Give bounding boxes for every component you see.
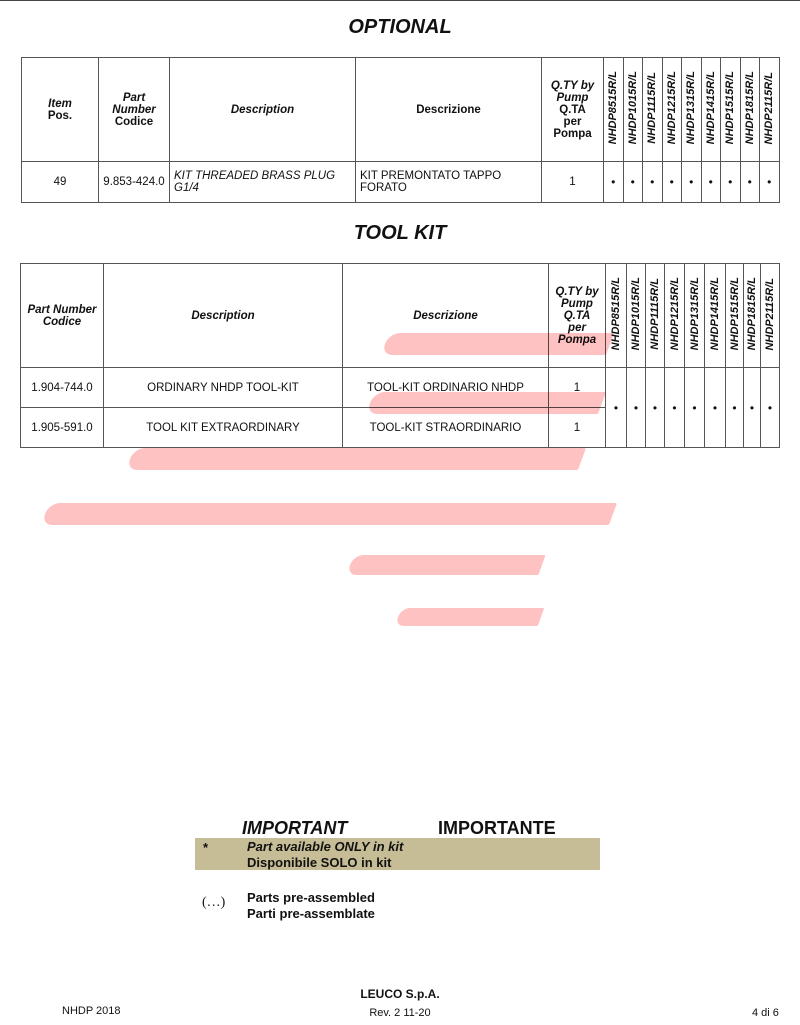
- asterisk-symbol: *: [203, 840, 209, 855]
- optional-header-row: Item Pos. Part Number Codice Description De…: [21, 57, 780, 162]
- header-model: NHDP1815R/L: [743, 263, 761, 368]
- header-item: Item Pos.: [21, 57, 99, 162]
- model-mark: •: [725, 367, 744, 448]
- header-descrizione: Descrizione: [355, 57, 542, 162]
- header-model: NHDP1515R/L: [720, 57, 741, 162]
- header-model: NHDP8515R/L: [603, 57, 624, 162]
- important-title-en: IMPORTANT: [242, 818, 348, 838]
- header-model: NHDP1515R/L: [725, 263, 744, 368]
- header-model: NHDP1815R/L: [739, 57, 760, 162]
- section-title-tool-kit: TOOL KIT: [353, 222, 447, 244]
- model-mark: •: [664, 367, 685, 448]
- model-mark: •: [681, 161, 702, 203]
- header-model: NHDP1315R/L: [684, 263, 705, 368]
- description: TOOL KIT EXTRAORDINARY: [103, 407, 343, 448]
- part-number: 1.904-744.0: [20, 367, 104, 408]
- description: ORDINARY NHDP TOOL-KIT: [103, 367, 343, 408]
- header-description: Description: [169, 57, 356, 162]
- important-title-it: IMPORTANTE: [438, 818, 556, 838]
- pre-assembled-symbol: (…): [202, 895, 226, 910]
- model-mark: •: [760, 367, 780, 448]
- descrizione: KIT PREMONTATO TAPPO FORATO: [355, 161, 542, 203]
- header-model: NHDP1215R/L: [661, 57, 682, 162]
- model-mark: •: [684, 367, 705, 448]
- kit-note-en: Part available ONLY in kit: [247, 839, 404, 854]
- model-mark: •: [720, 161, 741, 203]
- header-model: NHDP1115R/L: [645, 263, 665, 368]
- qty: 1: [541, 161, 604, 203]
- model-mark: •: [626, 367, 646, 448]
- footer-revision: Rev. 2 11-20: [369, 1007, 431, 1019]
- watermark-streak: [394, 608, 545, 626]
- header-model: NHDP2115R/L: [759, 57, 780, 162]
- top-rule: [0, 0, 800, 1]
- footer-document: NHDP 2018: [62, 1005, 121, 1017]
- model-mark: •: [605, 367, 627, 448]
- model-mark: •: [704, 367, 726, 448]
- qty: 1: [548, 367, 606, 408]
- model-mark: •: [642, 161, 663, 203]
- table-row: 49 9.853-424.0 KIT THREADED BRASS PLUG G…: [21, 161, 780, 203]
- descrizione: TOOL-KIT STRAORDINARIO: [342, 407, 549, 448]
- model-mark: •: [743, 367, 761, 448]
- optional-table: Item Pos. Part Number Codice Description De…: [21, 57, 780, 203]
- watermark-streak: [125, 448, 587, 470]
- part-number: 9.853-424.0: [98, 161, 170, 203]
- tool-kit-header-row: Part Number Codice Description Descrizion…: [20, 263, 780, 368]
- header-descrizione: Descrizione: [342, 263, 549, 368]
- pre-assembled-it: Parti pre-assemblate: [247, 906, 375, 921]
- kit-note-box: [195, 838, 600, 870]
- tool-kit-table: Part Number Codice Description Descrizion…: [20, 263, 780, 448]
- footer-page: 4 di 6: [752, 1007, 779, 1019]
- header-description: Description: [103, 263, 343, 368]
- header-qty: Q.TY by Pump Q.TA per Pompa: [548, 263, 606, 368]
- qty: 1: [548, 407, 606, 448]
- header-model: NHDP2115R/L: [760, 263, 780, 368]
- model-mark: •: [700, 161, 721, 203]
- item-pos: 49: [21, 161, 99, 203]
- watermark-streak: [40, 503, 618, 525]
- watermark-streak: [346, 555, 546, 575]
- header-model: NHDP1015R/L: [622, 57, 643, 162]
- section-title-optional: OPTIONAL: [348, 16, 452, 38]
- header-model: NHDP1315R/L: [681, 57, 702, 162]
- header-part-number: Part Number Codice: [20, 263, 104, 368]
- header-model: NHDP1115R/L: [642, 57, 663, 162]
- model-mark: •: [739, 161, 760, 203]
- part-number: 1.905-591.0: [20, 407, 104, 448]
- header-model: NHDP1215R/L: [664, 263, 685, 368]
- model-mark: •: [622, 161, 643, 203]
- footer-company: LEUCO S.p.A.: [360, 987, 440, 1001]
- model-mark: •: [661, 161, 682, 203]
- pre-assembled-en: Parts pre-assembled: [247, 890, 375, 905]
- header-model: NHDP1415R/L: [704, 263, 726, 368]
- model-mark: •: [603, 161, 624, 203]
- header-part-number: Part Number Codice: [98, 57, 170, 162]
- kit-note-it: Disponibile SOLO in kit: [247, 855, 392, 870]
- header-qty: Q.TY by Pump Q.TA per Pompa: [541, 57, 604, 162]
- descrizione: TOOL-KIT ORDINARIO NHDP: [342, 367, 549, 408]
- header-model: NHDP8515R/L: [605, 263, 627, 368]
- header-model: NHDP1015R/L: [626, 263, 646, 368]
- model-mark: •: [645, 367, 665, 448]
- model-mark: •: [759, 161, 780, 203]
- description: KIT THREADED BRASS PLUG G1/4: [169, 161, 356, 203]
- header-model: NHDP1415R/L: [700, 57, 721, 162]
- table-row: 1.904-744.0 ORDINARY NHDP TOOL-KIT TOOL-…: [20, 367, 780, 448]
